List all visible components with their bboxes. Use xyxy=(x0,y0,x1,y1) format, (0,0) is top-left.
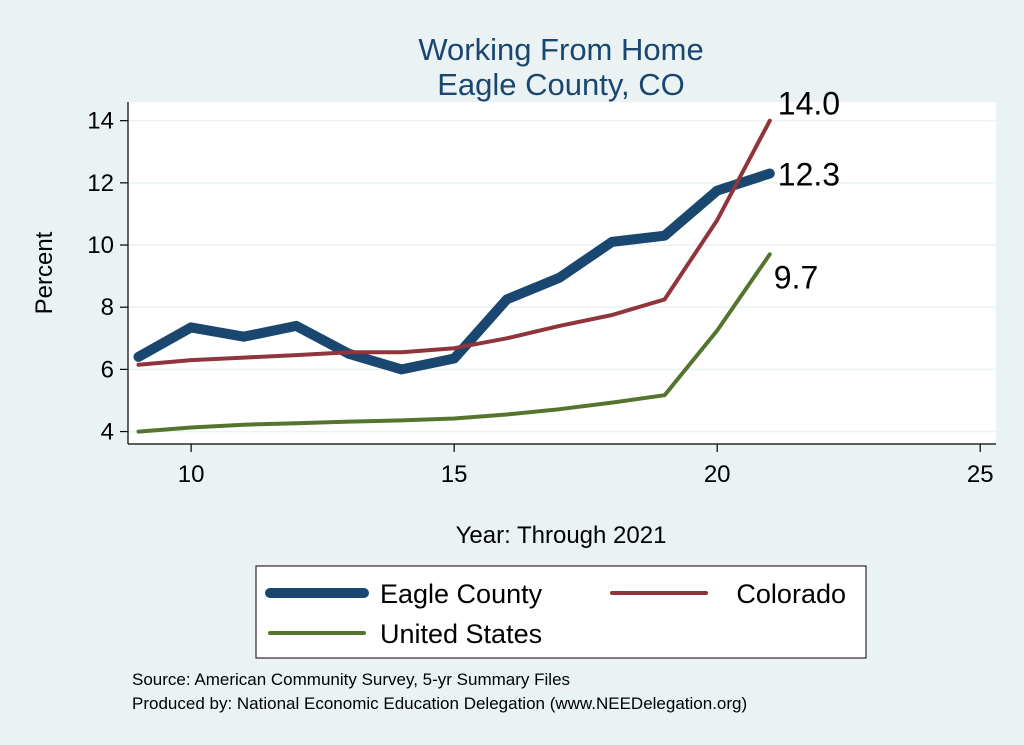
legend-label-colorado: Colorado xyxy=(736,579,846,609)
series-line-colorado xyxy=(136,118,772,367)
legend-label-eagle-county: Eagle County xyxy=(380,579,543,609)
y-tick-label: 4 xyxy=(101,419,114,446)
end-label-colorado: 14.0 xyxy=(778,86,840,122)
y-tick-label: 12 xyxy=(87,170,114,197)
y-tick-label: 10 xyxy=(87,232,114,259)
legend-box xyxy=(255,565,867,659)
y-tick-label: 6 xyxy=(101,356,114,383)
x-tick-label: 15 xyxy=(441,461,468,488)
series-line-united-states xyxy=(136,252,772,434)
y-tick-label: 8 xyxy=(101,294,114,321)
chart-title-line-2: Eagle County, CO xyxy=(437,67,685,102)
legend: Eagle County Colorado United States xyxy=(265,579,846,649)
producer-note: Produced by: National Economic Education… xyxy=(132,694,747,713)
end-label-united-states: 9.7 xyxy=(774,259,818,295)
x-tick-label: 20 xyxy=(704,461,731,488)
end-label-eagle-county: 12.3 xyxy=(778,157,840,193)
y-tick-label: 14 xyxy=(87,108,114,135)
x-axis-label: Year: Through 2021 xyxy=(456,522,667,549)
x-tick-label: 10 xyxy=(178,461,205,488)
series-line-eagle-county xyxy=(133,168,775,375)
axes: 4 6 8 10 12 14 10 15 20 25 xyxy=(87,102,996,488)
gridlines xyxy=(128,119,996,433)
legend-label-united-states: United States xyxy=(380,619,542,649)
end-labels: 12.3 14.0 9.7 xyxy=(774,86,840,296)
chart-title-line-1: Working From Home xyxy=(418,32,703,67)
source-note: Source: American Community Survey, 5-yr … xyxy=(132,670,570,689)
series-lines xyxy=(133,118,775,434)
y-axis-label: Percent xyxy=(31,231,58,314)
x-tick-label: 25 xyxy=(967,461,994,488)
